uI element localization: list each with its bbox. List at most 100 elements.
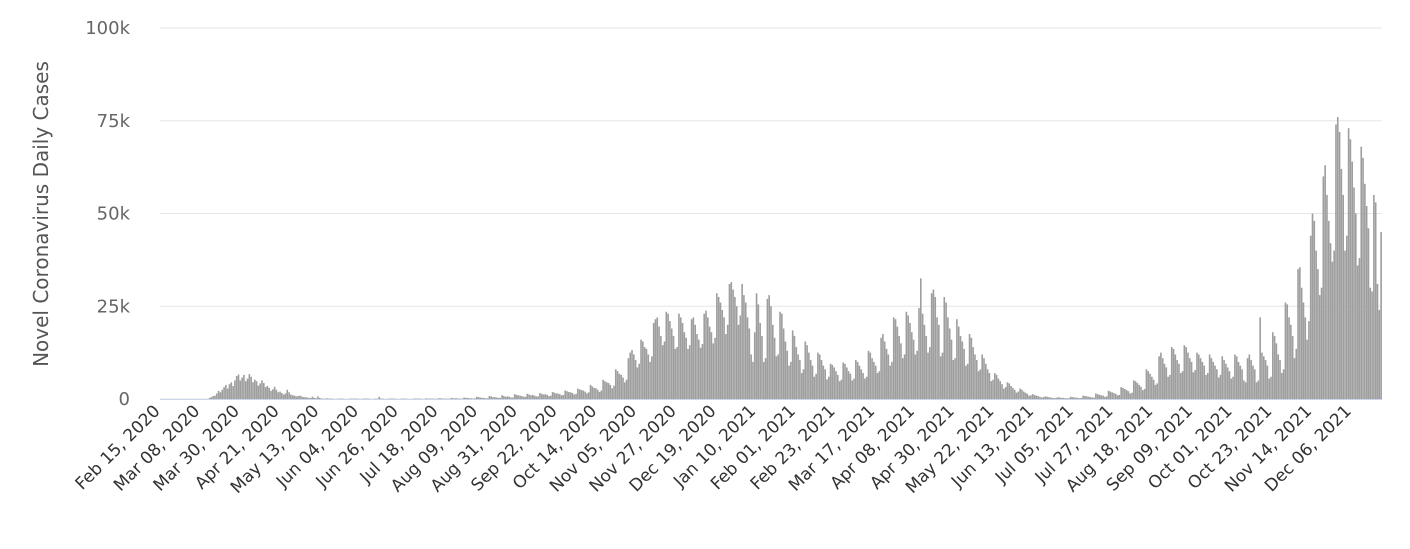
bar	[299, 395, 301, 399]
bar	[833, 367, 835, 399]
bar	[932, 289, 935, 399]
bar	[918, 308, 920, 399]
bar	[667, 313, 669, 399]
bar	[1024, 392, 1027, 399]
bar	[642, 341, 644, 399]
bar	[1008, 383, 1011, 399]
bar	[647, 354, 650, 399]
bar	[1365, 206, 1368, 399]
bar	[761, 335, 763, 399]
bar	[584, 391, 586, 399]
bar	[732, 289, 734, 399]
bar	[1075, 397, 1077, 399]
bar	[602, 379, 604, 399]
bar	[1194, 370, 1196, 399]
bar	[235, 375, 238, 399]
bar	[826, 379, 828, 399]
bar	[1160, 352, 1162, 399]
bar	[889, 365, 891, 399]
bar	[517, 395, 520, 399]
bar	[1167, 376, 1169, 399]
bar	[593, 387, 595, 399]
bar	[920, 278, 922, 399]
bar	[1324, 165, 1326, 399]
bar	[838, 381, 841, 399]
bar	[900, 343, 902, 399]
bar	[1345, 235, 1348, 399]
bar	[835, 371, 837, 399]
bar	[512, 397, 514, 399]
bar	[551, 391, 554, 399]
bar	[739, 315, 742, 399]
bar	[665, 311, 668, 399]
bar	[1290, 324, 1292, 399]
bar	[752, 361, 754, 399]
bar	[1113, 393, 1115, 399]
bar	[216, 393, 218, 399]
bar	[1335, 124, 1337, 400]
bar	[873, 361, 875, 399]
bar	[1336, 117, 1339, 399]
bar	[553, 392, 556, 399]
bar	[622, 377, 624, 399]
bar	[1039, 396, 1041, 399]
bar	[1380, 232, 1382, 399]
bar	[535, 396, 538, 399]
bar	[580, 390, 583, 399]
bar	[728, 283, 731, 399]
bar	[992, 379, 994, 399]
bar	[1268, 378, 1270, 399]
bar	[571, 393, 574, 399]
bar	[228, 384, 231, 399]
bar	[1006, 382, 1009, 399]
bar	[883, 341, 886, 399]
bar	[378, 396, 381, 399]
bar	[836, 374, 839, 399]
bar	[786, 350, 789, 399]
bar	[1239, 365, 1242, 399]
bar	[1058, 397, 1061, 399]
bar	[281, 393, 283, 399]
bar	[961, 341, 964, 399]
bar	[1066, 398, 1068, 399]
bar	[636, 367, 639, 399]
bar	[1214, 365, 1216, 399]
bar	[797, 354, 799, 399]
bar	[878, 371, 881, 399]
bar	[939, 356, 942, 399]
bar	[750, 354, 752, 399]
bar	[268, 387, 271, 399]
bar	[620, 374, 622, 399]
bar	[1095, 393, 1097, 399]
bar	[853, 378, 855, 399]
bar	[652, 322, 655, 399]
bar	[1151, 376, 1153, 399]
bar	[1048, 397, 1050, 399]
bar	[1253, 369, 1256, 399]
bar	[221, 389, 224, 399]
bar	[568, 391, 570, 399]
bar	[1302, 302, 1305, 399]
bar	[1297, 269, 1299, 399]
bar	[654, 319, 657, 399]
bar	[540, 393, 543, 399]
bar	[591, 386, 594, 399]
bar	[542, 394, 545, 399]
bar	[1078, 398, 1081, 399]
bar	[483, 397, 485, 399]
bar	[972, 347, 974, 399]
bar	[248, 374, 251, 399]
bar	[1329, 243, 1332, 399]
bar	[1284, 302, 1287, 399]
bar	[737, 324, 740, 399]
bar	[707, 317, 709, 399]
bar	[261, 380, 263, 399]
bar	[1077, 397, 1079, 399]
bar	[1322, 176, 1325, 399]
bar	[1344, 250, 1346, 399]
bar	[959, 335, 962, 399]
bar	[495, 397, 498, 399]
bar	[802, 369, 805, 399]
bar	[831, 364, 834, 399]
bar	[439, 398, 442, 399]
